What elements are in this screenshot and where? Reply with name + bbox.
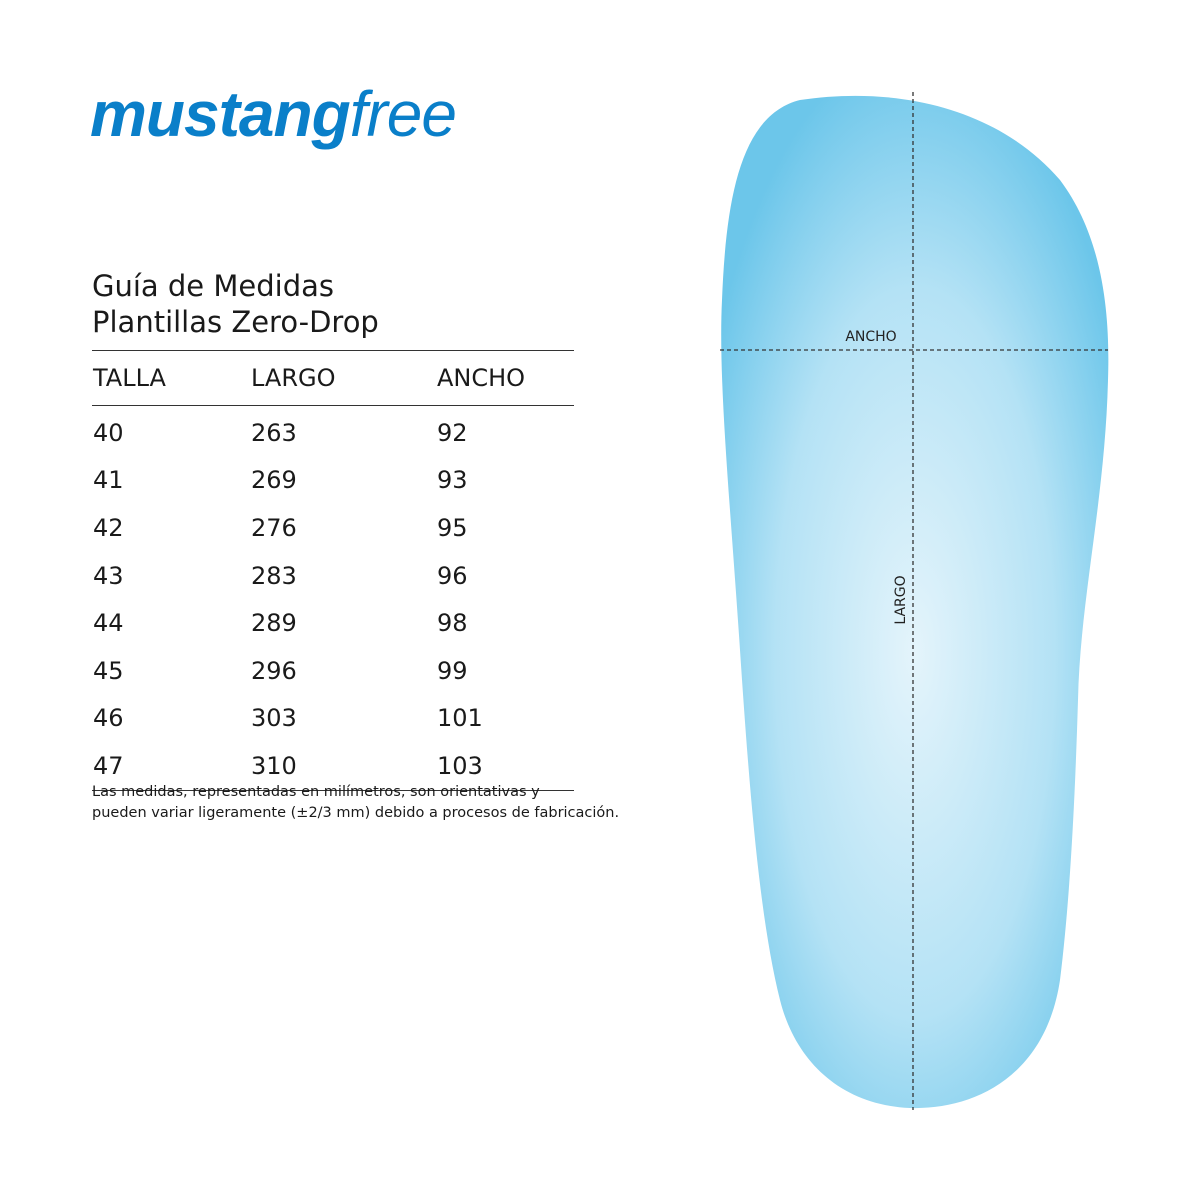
table-row: 42 276 95 [92, 504, 574, 552]
cell-talla: 40 [93, 418, 124, 447]
size-table: TALLA LARGO ANCHO 40 263 92 41 269 93 42 276 95 4… [92, 350, 574, 791]
logo-light: free [349, 78, 457, 150]
cell-largo: 296 [251, 656, 297, 685]
footnote: Las medidas, representadas en milímetros… [92, 782, 619, 824]
cell-talla: 46 [93, 704, 124, 733]
page-title: Guía de Medidas Plantillas Zero-Drop [92, 268, 379, 340]
cell-talla: 47 [92, 742, 250, 791]
cell-largo: 310 [250, 742, 436, 791]
table-row: 43 283 96 [92, 552, 574, 600]
table-row: 47 310 103 [92, 742, 574, 791]
cell-ancho: 92 [437, 418, 468, 447]
table-row: 46 303 101 [92, 695, 574, 743]
cell-talla: 42 [93, 513, 124, 542]
cell-largo: 283 [251, 561, 297, 590]
cell-largo: 303 [251, 704, 297, 733]
cell-ancho: 101 [437, 704, 483, 733]
table-row: 45 296 99 [92, 647, 574, 695]
header-talla: TALLA [92, 350, 250, 406]
table-row: 41 269 93 [92, 457, 574, 505]
cell-largo: 263 [251, 418, 297, 447]
cell-ancho: 95 [437, 513, 468, 542]
header-largo: LARGO [250, 350, 436, 406]
cell-talla: 41 [93, 466, 124, 495]
footnote-line-2: pueden variar ligeramente (±2/3 mm) debi… [92, 805, 620, 821]
logo-bold: mustang [90, 78, 351, 150]
brand-logo: mustangfree [90, 82, 457, 147]
title-line-2: Plantillas Zero-Drop [92, 305, 379, 339]
table-header: TALLA LARGO ANCHO [92, 350, 574, 406]
insole-shape [721, 95, 1109, 1109]
table-row: 40 263 92 [92, 406, 574, 457]
cell-talla: 44 [93, 609, 124, 638]
footnote-line-1: Las medidas, representadas en milímetros… [92, 784, 540, 800]
cell-largo: 289 [251, 609, 297, 638]
header-ancho: ANCHO [436, 350, 574, 406]
cell-ancho: 96 [437, 561, 468, 590]
cell-talla: 43 [93, 561, 124, 590]
width-label: ANCHO [845, 329, 896, 345]
cell-talla: 45 [93, 656, 124, 685]
table-row: 44 289 98 [92, 599, 574, 647]
length-label: LARGO [893, 575, 909, 624]
cell-largo: 269 [251, 466, 297, 495]
cell-largo: 276 [251, 513, 297, 542]
cell-ancho: 93 [437, 466, 468, 495]
cell-ancho: 103 [436, 742, 574, 791]
cell-ancho: 99 [437, 656, 468, 685]
title-line-1: Guía de Medidas [92, 269, 334, 303]
cell-ancho: 98 [437, 609, 468, 638]
